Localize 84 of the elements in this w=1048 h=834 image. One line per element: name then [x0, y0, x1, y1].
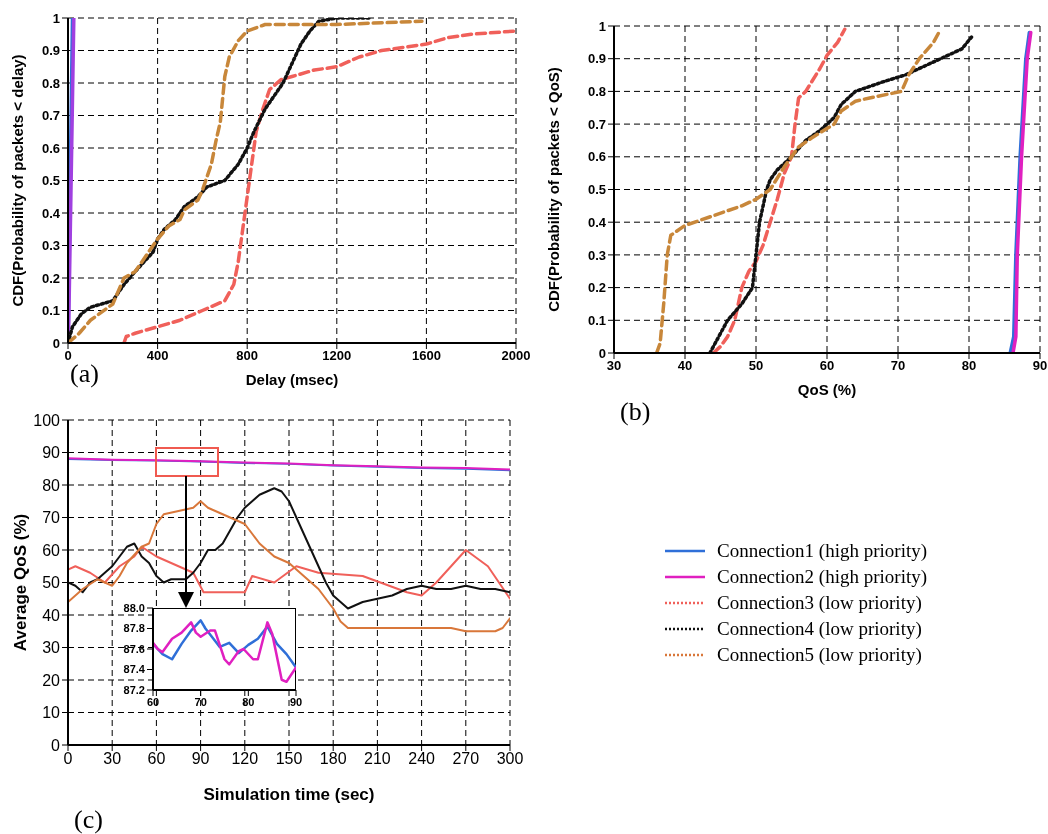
y-tick-label: 0.8 — [587, 84, 606, 100]
x-axis-title: Delay (msec) — [245, 371, 339, 388]
x-tick-label: 0 — [63, 750, 73, 768]
y-tick-label: 0 — [52, 335, 60, 351]
text: (c) — [74, 805, 103, 834]
y-tick-label: 20 — [42, 671, 61, 689]
x-tick-label: 2000 — [501, 348, 531, 364]
x-tick-label: 210 — [364, 750, 391, 768]
y-tick-label: 0.8 — [41, 75, 60, 91]
legend-label: Connection4 (low priority) — [717, 618, 922, 640]
line-series — [68, 500, 510, 633]
x-tick-label: 90 — [1032, 358, 1048, 374]
y-tick-label: 0.5 — [587, 182, 606, 198]
text: (b) — [620, 397, 651, 426]
y-tick-label: 0.6 — [41, 140, 60, 156]
x-tick-label: 180 — [319, 750, 347, 768]
x-tick-label: 0 — [64, 348, 72, 364]
x-tick-label: 80 — [961, 358, 977, 374]
x-tick-label: 60 — [819, 358, 835, 374]
y-tick-label: 0.6 — [587, 149, 606, 165]
y-tick-label: 90 — [42, 444, 61, 462]
legend-label: Connection2 (high priority) — [717, 566, 928, 588]
x-tick-label: 30 — [103, 750, 122, 768]
x-tick-label: 800 — [236, 348, 259, 364]
y-tick-label: 0.7 — [41, 108, 60, 124]
y-tick-label: 50 — [42, 574, 61, 592]
y-axis-title: Average QoS (%) — [11, 513, 31, 652]
y-tick-label: 0.7 — [587, 116, 606, 132]
y-tick-label: 0.1 — [587, 312, 606, 328]
y-tick-label: 0.9 — [41, 43, 60, 59]
x-tick-label: 1200 — [322, 348, 352, 364]
legend-label: Connection3 (low priority) — [717, 592, 922, 614]
y-tick-label: 0.9 — [587, 51, 606, 67]
y-tick-label: 40 — [42, 606, 61, 624]
x-tick-label: 70 — [194, 695, 207, 708]
x-tick-label: 60 — [146, 695, 160, 708]
y-tick-label: 87.8 — [123, 622, 145, 635]
x-tick-label: 400 — [146, 348, 169, 364]
y-tick-label: 0.3 — [41, 238, 60, 254]
y-tick-label: 30 — [42, 639, 61, 657]
y-tick-label: 0.2 — [41, 270, 60, 286]
x-tick-label: 80 — [242, 695, 255, 708]
x-tick-label: 90 — [191, 750, 210, 768]
y-tick-label: 70 — [42, 509, 61, 527]
line-series — [711, 27, 847, 353]
y-tick-label: 100 — [33, 411, 61, 429]
y-tick-label: 0.2 — [587, 280, 606, 296]
legend-label: Connection1 (high priority) — [717, 540, 928, 562]
x-tick-label: 270 — [452, 750, 480, 768]
x-axis-title: Simulation time (sec) — [203, 785, 375, 804]
line-series — [68, 487, 510, 610]
x-tick-label: 1600 — [411, 348, 441, 364]
y-axis-title: CDF(Probability of packets < delay) — [9, 54, 27, 307]
x-tick-label: 120 — [231, 750, 259, 768]
x-tick-label: 300 — [496, 750, 524, 768]
y-tick-label: 0.3 — [587, 247, 606, 263]
y-tick-label: 88.0 — [123, 601, 145, 614]
x-axis-title: QoS (%) — [797, 381, 857, 398]
y-axis-title: CDF(Probability of packets < QoS) — [545, 67, 563, 312]
x-tick-label: 240 — [408, 750, 436, 768]
y-tick-label: 0.1 — [41, 303, 60, 319]
y-tick-label: 1 — [598, 18, 606, 34]
y-tick-label: 10 — [42, 704, 61, 722]
y-tick-label: 87.4 — [123, 663, 146, 676]
text: (a) — [70, 359, 99, 388]
y-tick-label: 0.4 — [41, 205, 61, 221]
line-series — [68, 545, 510, 600]
x-tick-label: 40 — [677, 358, 693, 374]
x-tick-label: 70 — [890, 358, 906, 374]
y-tick-label: 0.5 — [41, 173, 60, 189]
y-tick-label: 1 — [52, 10, 60, 26]
line-series — [153, 621, 296, 684]
line-series — [122, 29, 516, 343]
y-tick-label: 0.4 — [587, 214, 607, 230]
line-series — [708, 34, 975, 353]
y-tick-label: 60 — [42, 541, 61, 559]
y-tick-label: 0 — [51, 736, 61, 754]
x-tick-label: 90 — [289, 695, 303, 708]
y-tick-label: 87.2 — [123, 683, 145, 696]
x-tick-label: 150 — [275, 750, 303, 768]
x-tick-label: 50 — [748, 358, 764, 374]
y-tick-label: 80 — [42, 476, 61, 494]
x-tick-label: 60 — [147, 750, 166, 768]
legend-label: Connection5 (low priority) — [717, 644, 922, 666]
